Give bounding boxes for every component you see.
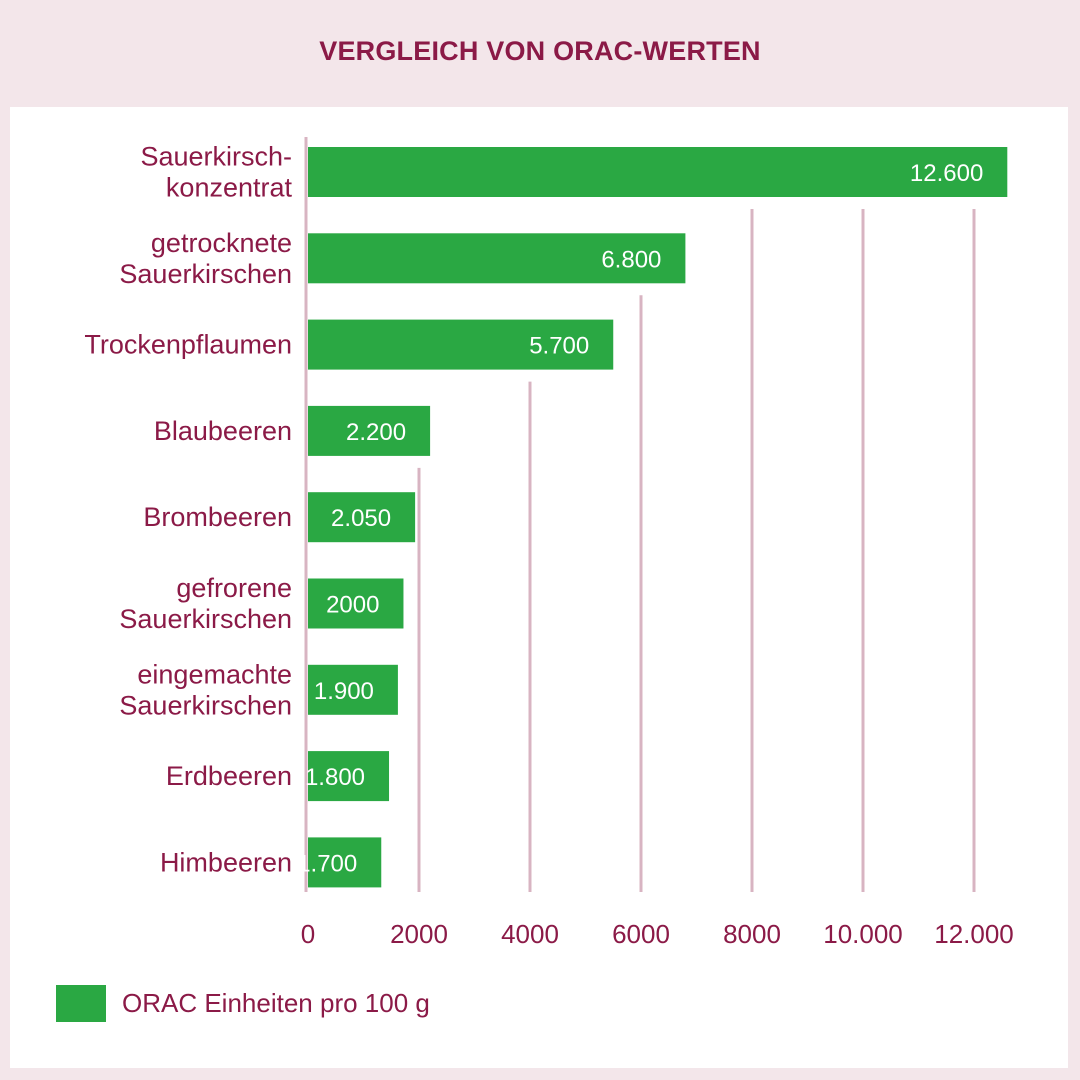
- x-tick-label-12000: 12.000: [934, 919, 1014, 949]
- value-label-6: 1.900: [314, 678, 374, 705]
- value-label-1: 6.800: [601, 246, 661, 273]
- category-label-4: Brombeeren: [143, 502, 292, 532]
- value-label-4: 2.050: [331, 505, 391, 532]
- category-label-8: Himbeeren: [160, 847, 292, 877]
- legend-swatch: [56, 984, 106, 1022]
- bar-7: [308, 751, 390, 802]
- category-label-1: getrocknete Sauerkirschen: [119, 228, 292, 289]
- chart-title: VERGLEICH VON ORAC-WERTEN: [319, 36, 761, 66]
- x-tick-label-2000: 2000: [390, 919, 448, 949]
- category-label-7: Erdbeeren: [166, 761, 292, 791]
- chart-panel: 12.600 Sauerkirsch-konzentrat 6.800 getrock…: [10, 107, 1068, 1068]
- category-label-5: gefrorene Sauerkirschen: [119, 573, 292, 634]
- value-label-8: 1.700: [297, 850, 357, 877]
- bar-5: [308, 578, 404, 629]
- value-label-5: 2000: [326, 592, 379, 619]
- value-label-2: 5.700: [529, 333, 589, 360]
- category-label-3: Blaubeeren: [154, 416, 292, 446]
- x-tick-label-0: 0: [301, 919, 315, 949]
- legend: ORAC Einheiten pro 100 g: [56, 984, 430, 1022]
- legend-label: ORAC Einheiten pro 100 g: [122, 987, 430, 1018]
- x-tick-label-10000: 10.000: [823, 919, 903, 949]
- bar-1: [308, 233, 686, 284]
- x-tick-label-8000: 8000: [723, 919, 781, 949]
- bar-2: [308, 319, 614, 370]
- x-tick-label-6000: 6000: [612, 919, 670, 949]
- value-label-3: 2.200: [346, 419, 406, 446]
- category-label-0: Sauerkirsch-konzentrat: [140, 142, 292, 203]
- category-label-2: Trockenpflaumen: [84, 330, 292, 360]
- x-tick-label-4000: 4000: [501, 919, 559, 949]
- value-label-0: 12.600: [910, 160, 983, 187]
- bar-8: [308, 837, 382, 888]
- value-label-7: 1.800: [305, 764, 365, 791]
- bar-4: [308, 492, 416, 543]
- bar-0: [308, 147, 1008, 197]
- category-label-6: eingemachte Sauerkirschen: [119, 659, 292, 720]
- bar-6: [308, 664, 398, 715]
- bar-chart: 12.600 Sauerkirsch-konzentrat 6.800 getrock…: [84, 137, 1014, 949]
- bar-3: [308, 405, 431, 456]
